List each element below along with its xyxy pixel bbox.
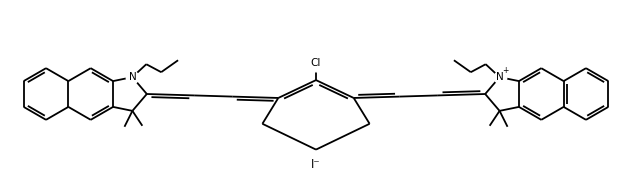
Text: +: + [502, 66, 509, 75]
Text: N: N [495, 72, 504, 82]
Text: Cl: Cl [311, 58, 321, 68]
Text: N: N [128, 72, 137, 82]
Text: I⁻: I⁻ [311, 158, 321, 171]
